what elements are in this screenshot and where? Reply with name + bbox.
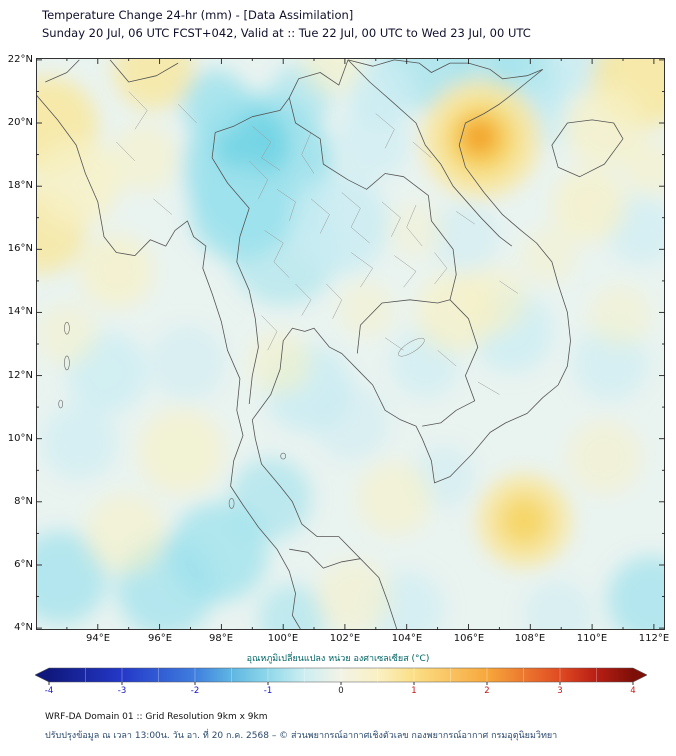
lat-tick-label: 18°N <box>7 180 33 191</box>
lon-tick-label: 102°E <box>329 633 361 644</box>
colorbar: -4 -3 -2 -1 0 1 2 3 4 <box>35 667 647 696</box>
lat-tick-label: 8°N <box>14 496 33 507</box>
page-subtitle: Sunday 20 Jul, 06 UTC FCST+042, Valid at… <box>42 26 531 40</box>
lon-tick-label: 104°E <box>391 633 423 644</box>
lon-tick-label: 94°E <box>85 633 111 644</box>
lon-tick-label: 98°E <box>208 633 234 644</box>
lat-tick-label: 12°N <box>7 370 33 381</box>
svg-text:0: 0 <box>338 686 343 696</box>
lon-tick-label: 106°E <box>453 633 485 644</box>
map-panel <box>36 58 665 630</box>
lat-tick-label: 14°N <box>7 306 33 317</box>
lon-tick-label: 100°E <box>267 633 299 644</box>
lat-tick-label: 16°N <box>7 243 33 254</box>
lon-tick-label: 108°E <box>514 633 546 644</box>
colorbar-title: อุณหภูมิเปลี่ยนแปลง หน่วย องศาเซลเซียส (… <box>246 654 430 664</box>
svg-text:2: 2 <box>484 686 489 696</box>
lon-tick-label: 112°E <box>638 633 670 644</box>
svg-text:-1: -1 <box>264 686 272 696</box>
lat-tick-label: 10°N <box>7 433 33 444</box>
svg-text:-3: -3 <box>118 686 126 696</box>
footer-domain-info: WRF-DA Domain 01 :: Grid Resolution 9km … <box>45 712 268 722</box>
page-title: Temperature Change 24-hr (mm) - [Data As… <box>42 8 354 22</box>
lat-tick-label: 6°N <box>14 559 33 570</box>
map-canvas <box>36 58 665 630</box>
svg-text:-2: -2 <box>191 686 199 696</box>
lon-tick-label: 96°E <box>147 633 173 644</box>
footer-credit: ปรับปรุงข้อมูล ณ เวลา 13:00น. วัน อา. ที… <box>45 731 558 741</box>
lat-tick-label: 20°N <box>7 117 33 128</box>
lon-tick-label: 110°E <box>576 633 608 644</box>
svg-text:4: 4 <box>630 686 635 696</box>
svg-text:-4: -4 <box>45 686 53 696</box>
lat-tick-label: 22°N <box>7 54 33 65</box>
svg-text:3: 3 <box>557 686 562 696</box>
svg-text:1: 1 <box>411 686 416 696</box>
lat-tick-label: 4°N <box>14 622 33 633</box>
